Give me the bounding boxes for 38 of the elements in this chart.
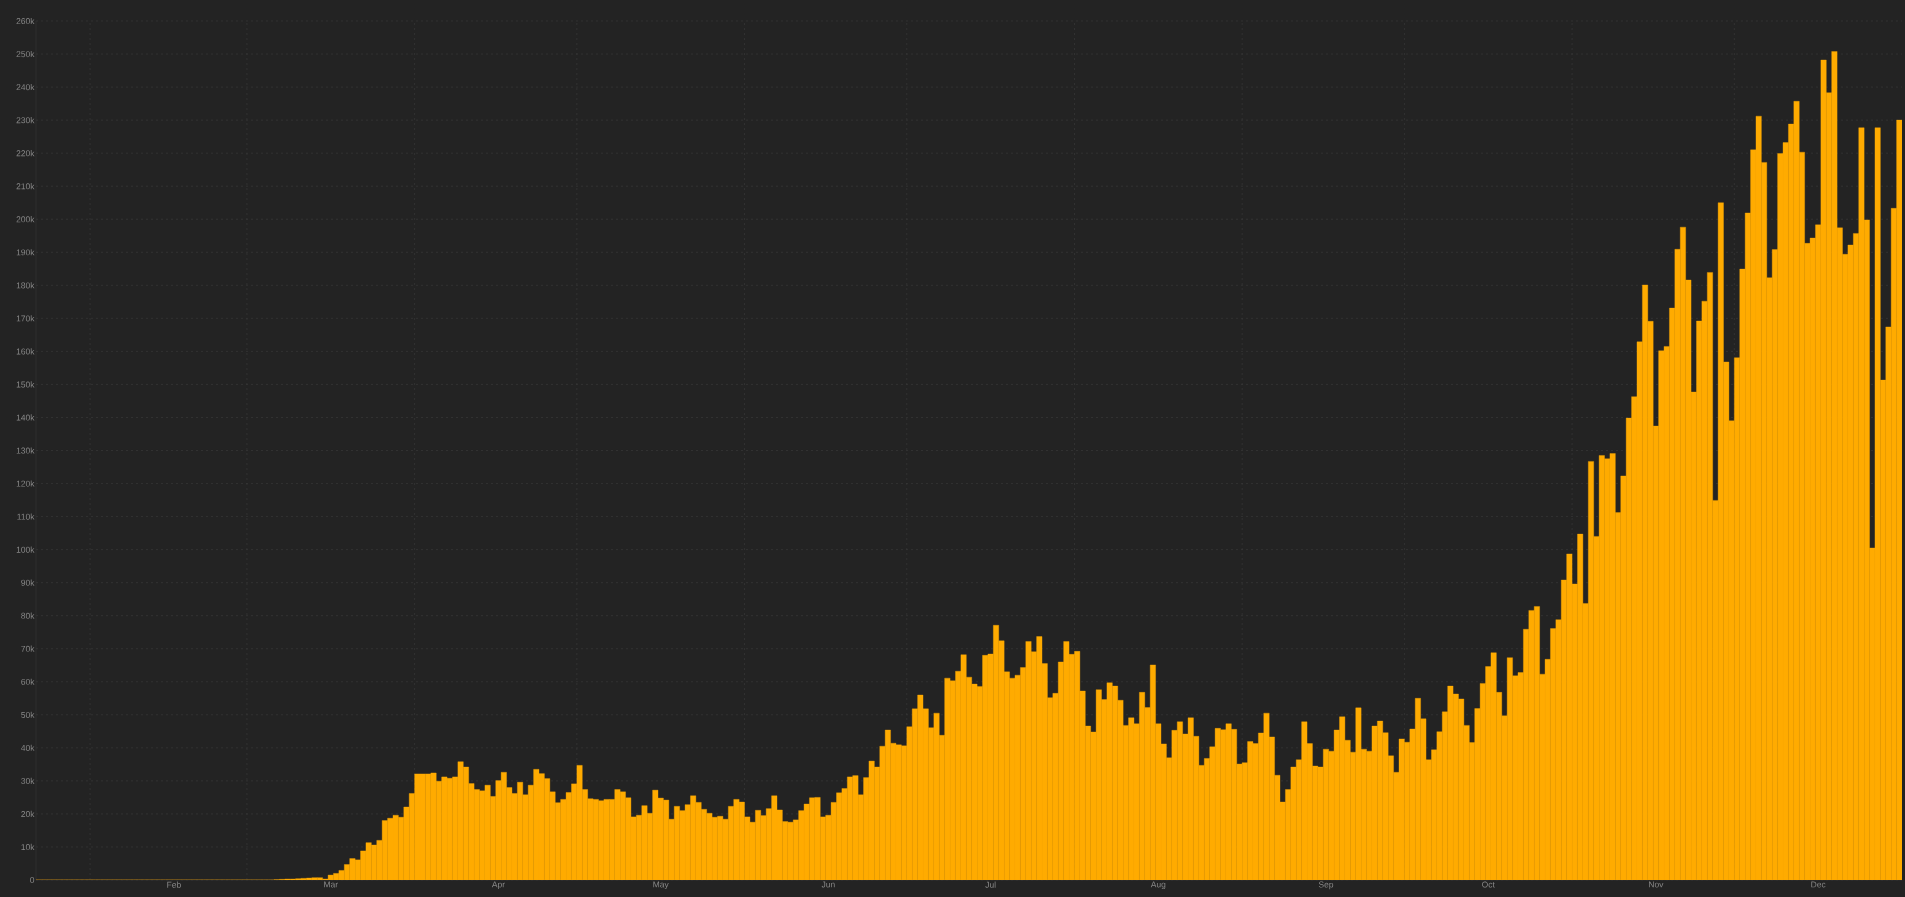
x-tick-label: Dec [1811,881,1826,888]
x-tick-label: Jun [821,881,835,888]
x-tick-label: Oct [1482,881,1495,888]
y-tick-label: 180k [16,282,35,289]
y-tick-label: 170k [16,315,35,322]
y-tick-label: 230k [16,116,35,124]
y-tick-label: 130k [16,447,35,454]
y-tick-label: 90k [21,579,35,586]
y-tick-label: 50k [21,711,35,718]
x-tick-label: Jul [985,881,996,888]
x-tick-label: Apr [491,881,505,890]
y-tick-label: 110k [17,513,35,520]
y-tick-label: 240k [16,83,35,91]
x-tick-label: Aug [1150,881,1166,890]
y-tick-label: 160k [16,348,35,355]
y-tick-label: 40k [21,744,35,751]
y-tick-label: 260k [16,17,35,25]
y-tick-label: 10k [21,843,35,851]
y-tick-label: 30k [21,777,35,784]
y-tick-label: 220k [16,150,35,157]
y-tick-label: 200k [16,216,35,223]
y-tick-label: 120k [16,480,35,487]
y-tick-label: 190k [16,249,35,256]
y-tick-label: 250k [16,50,35,58]
x-tick-label: May [653,881,669,890]
y-tick-label: 80k [21,612,35,619]
y-tick-label: 70k [21,645,35,652]
x-tick-label: Sep [1318,881,1334,890]
y-tick-label: 0 [30,877,35,883]
y-tick-label: 60k [21,678,35,685]
y-tick-label: 100k [16,546,35,553]
x-tick-label: Mar [324,881,338,888]
y-tick-label: 150k [16,381,35,388]
y-tick-label: 20k [21,810,35,818]
y-tick-label: 210k [16,183,35,190]
x-tick-label: Nov [1649,881,1664,888]
x-tick-label: Feb [167,881,181,888]
y-tick-label: 140k [16,414,35,421]
